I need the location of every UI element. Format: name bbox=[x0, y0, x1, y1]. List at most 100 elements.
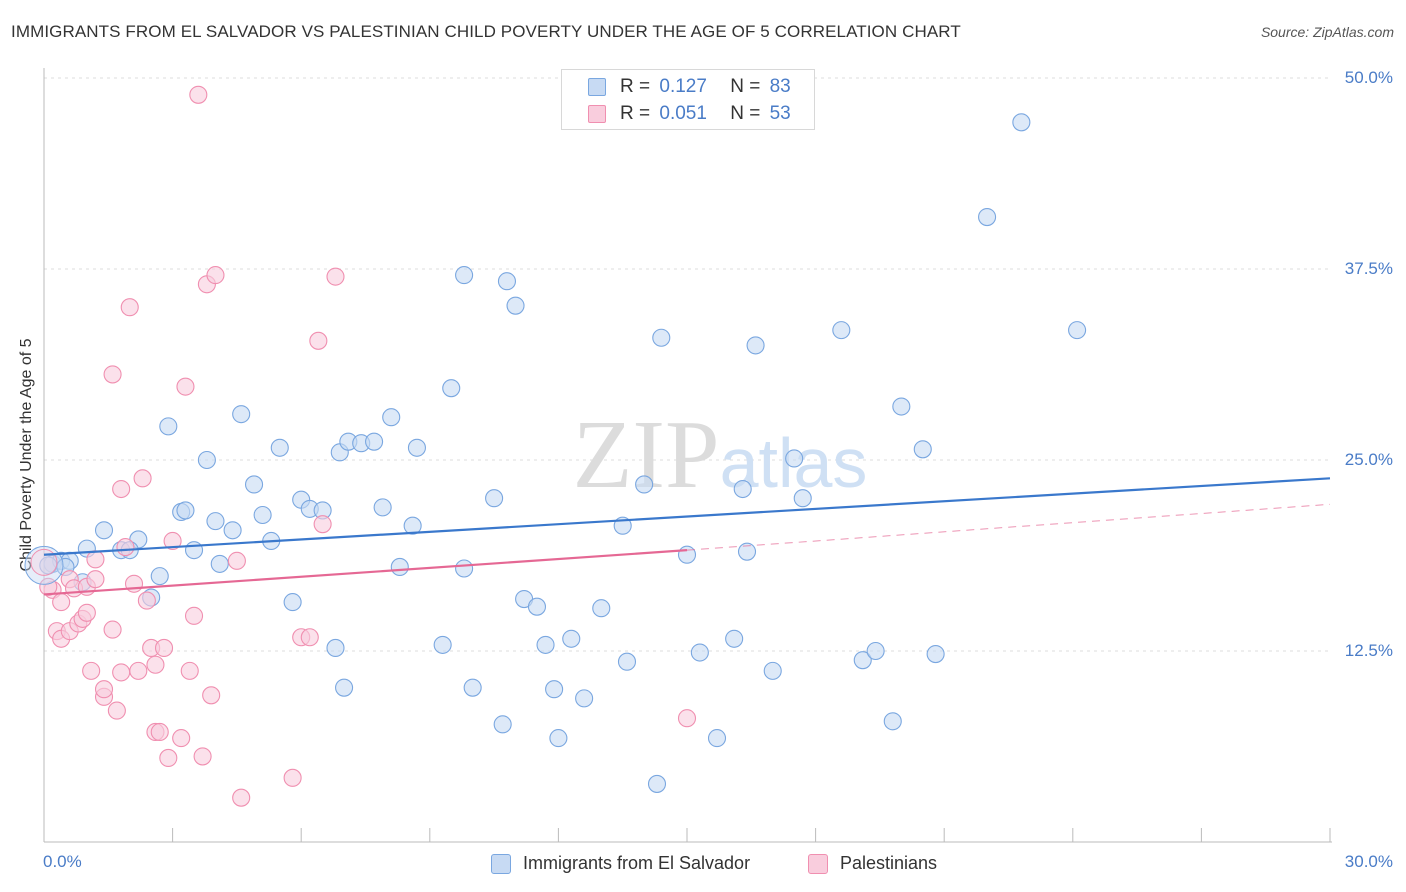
point-palestinian bbox=[103, 365, 122, 384]
point-el-salvador bbox=[390, 557, 409, 577]
point-el-salvador bbox=[232, 405, 251, 424]
point-palestinian bbox=[103, 620, 122, 639]
point-palestinian bbox=[326, 267, 345, 286]
y-tick-label: 50.0% bbox=[1344, 68, 1393, 87]
x-tick-label-min: 0.0% bbox=[43, 852, 82, 871]
legend-swatch-palestinians bbox=[588, 105, 606, 123]
legend-label-el-salvador: Immigrants from El Salvador bbox=[523, 853, 751, 873]
data-points bbox=[24, 85, 1087, 807]
point-el-salvador bbox=[545, 680, 564, 699]
point-palestinian bbox=[94, 680, 114, 699]
point-palestinian bbox=[120, 298, 139, 317]
point-palestinian bbox=[202, 686, 221, 705]
watermark: ZIPatlas bbox=[573, 401, 868, 509]
point-el-salvador bbox=[270, 438, 289, 457]
point-el-salvador bbox=[635, 475, 654, 494]
point-palestinian bbox=[154, 638, 174, 657]
point-palestinian bbox=[232, 788, 251, 807]
point-palestinian bbox=[129, 661, 148, 680]
point-el-salvador bbox=[763, 661, 782, 680]
point-el-salvador bbox=[365, 432, 384, 451]
point-palestinian bbox=[313, 515, 332, 534]
point-el-salvador bbox=[407, 438, 426, 457]
point-palestinian bbox=[52, 593, 71, 612]
legend-stats-el-salvador: R = 0.127 N = 83 bbox=[620, 76, 791, 97]
point-el-salvador bbox=[978, 207, 997, 227]
point-palestinian bbox=[137, 591, 156, 610]
y-tick-label: 37.5% bbox=[1344, 259, 1393, 278]
point-el-salvador bbox=[210, 554, 229, 573]
point-el-salvador bbox=[725, 629, 744, 648]
point-palestinian bbox=[172, 729, 191, 748]
grid-lines bbox=[44, 77, 1330, 652]
point-el-salvador bbox=[206, 512, 225, 531]
point-el-salvador bbox=[94, 521, 114, 540]
point-el-salvador bbox=[793, 489, 812, 508]
point-el-salvador bbox=[536, 635, 555, 654]
point-palestinian bbox=[176, 377, 195, 396]
point-el-salvador bbox=[1068, 321, 1087, 340]
point-el-salvador bbox=[442, 379, 461, 398]
series-legend: Immigrants from El Salvador Palestinians bbox=[0, 852, 1406, 876]
legend-swatch-palestinians-bottom bbox=[808, 854, 828, 874]
point-el-salvador bbox=[853, 651, 872, 670]
point-el-salvador bbox=[335, 678, 354, 697]
stats-legend: R = 0.127 N = 83 R = 0.051 N = 53 bbox=[561, 69, 815, 130]
point-el-salvador bbox=[785, 449, 804, 468]
point-palestinian bbox=[189, 85, 208, 104]
point-el-salvador bbox=[433, 635, 452, 654]
point-el-salvador bbox=[455, 266, 474, 285]
point-el-salvador bbox=[493, 715, 512, 734]
point-el-salvador bbox=[832, 321, 851, 340]
point-palestinian bbox=[159, 748, 178, 768]
point-palestinian bbox=[677, 709, 697, 728]
point-palestinian bbox=[163, 531, 182, 551]
point-el-salvador bbox=[176, 501, 195, 520]
point-palestinian bbox=[206, 266, 225, 285]
point-el-salvador bbox=[926, 645, 945, 664]
point-el-salvador bbox=[690, 643, 709, 662]
point-el-salvador bbox=[575, 689, 594, 708]
point-palestinian bbox=[133, 469, 152, 488]
point-el-salvador bbox=[403, 516, 422, 535]
trend-line-palestinians bbox=[43, 549, 688, 596]
point-el-salvador bbox=[617, 652, 637, 671]
point-el-salvador bbox=[1012, 113, 1031, 132]
point-el-salvador bbox=[647, 774, 667, 793]
point-palestinian bbox=[82, 661, 101, 680]
point-palestinian bbox=[77, 603, 96, 622]
point-palestinian bbox=[86, 550, 105, 569]
point-palestinian bbox=[193, 747, 212, 766]
point-palestinian bbox=[184, 606, 204, 625]
point-el-salvador bbox=[497, 272, 517, 291]
point-el-salvador bbox=[373, 498, 392, 517]
legend-label-palestinians: Palestinians bbox=[840, 853, 938, 873]
trend-line-palestinians-extension bbox=[686, 503, 1331, 551]
point-el-salvador bbox=[866, 641, 885, 661]
point-palestinian-large bbox=[30, 548, 58, 576]
point-el-salvador bbox=[463, 678, 482, 697]
legend-stats-palestinians: R = 0.051 N = 53 bbox=[620, 103, 791, 124]
point-el-salvador bbox=[549, 729, 568, 748]
y-tick-label: 25.0% bbox=[1344, 450, 1393, 469]
point-palestinian bbox=[227, 551, 246, 570]
trend-line-el-salvador bbox=[43, 477, 1331, 556]
point-el-salvador bbox=[883, 712, 902, 731]
point-el-salvador bbox=[892, 397, 911, 416]
legend-swatch-el-salvador bbox=[588, 78, 606, 96]
point-el-salvador bbox=[652, 328, 671, 347]
point-el-salvador bbox=[562, 629, 581, 648]
point-el-salvador bbox=[485, 489, 504, 508]
point-el-salvador bbox=[707, 729, 727, 748]
point-palestinian bbox=[283, 768, 302, 787]
legend-swatch-el-salvador-bottom bbox=[491, 854, 511, 874]
point-palestinian bbox=[107, 701, 126, 720]
point-el-salvador bbox=[244, 475, 264, 494]
point-el-salvador bbox=[150, 567, 169, 586]
point-el-salvador bbox=[382, 408, 401, 427]
axes bbox=[43, 68, 1332, 843]
point-el-salvador bbox=[746, 336, 765, 355]
point-el-salvador bbox=[506, 296, 525, 315]
point-palestinian bbox=[180, 661, 199, 680]
